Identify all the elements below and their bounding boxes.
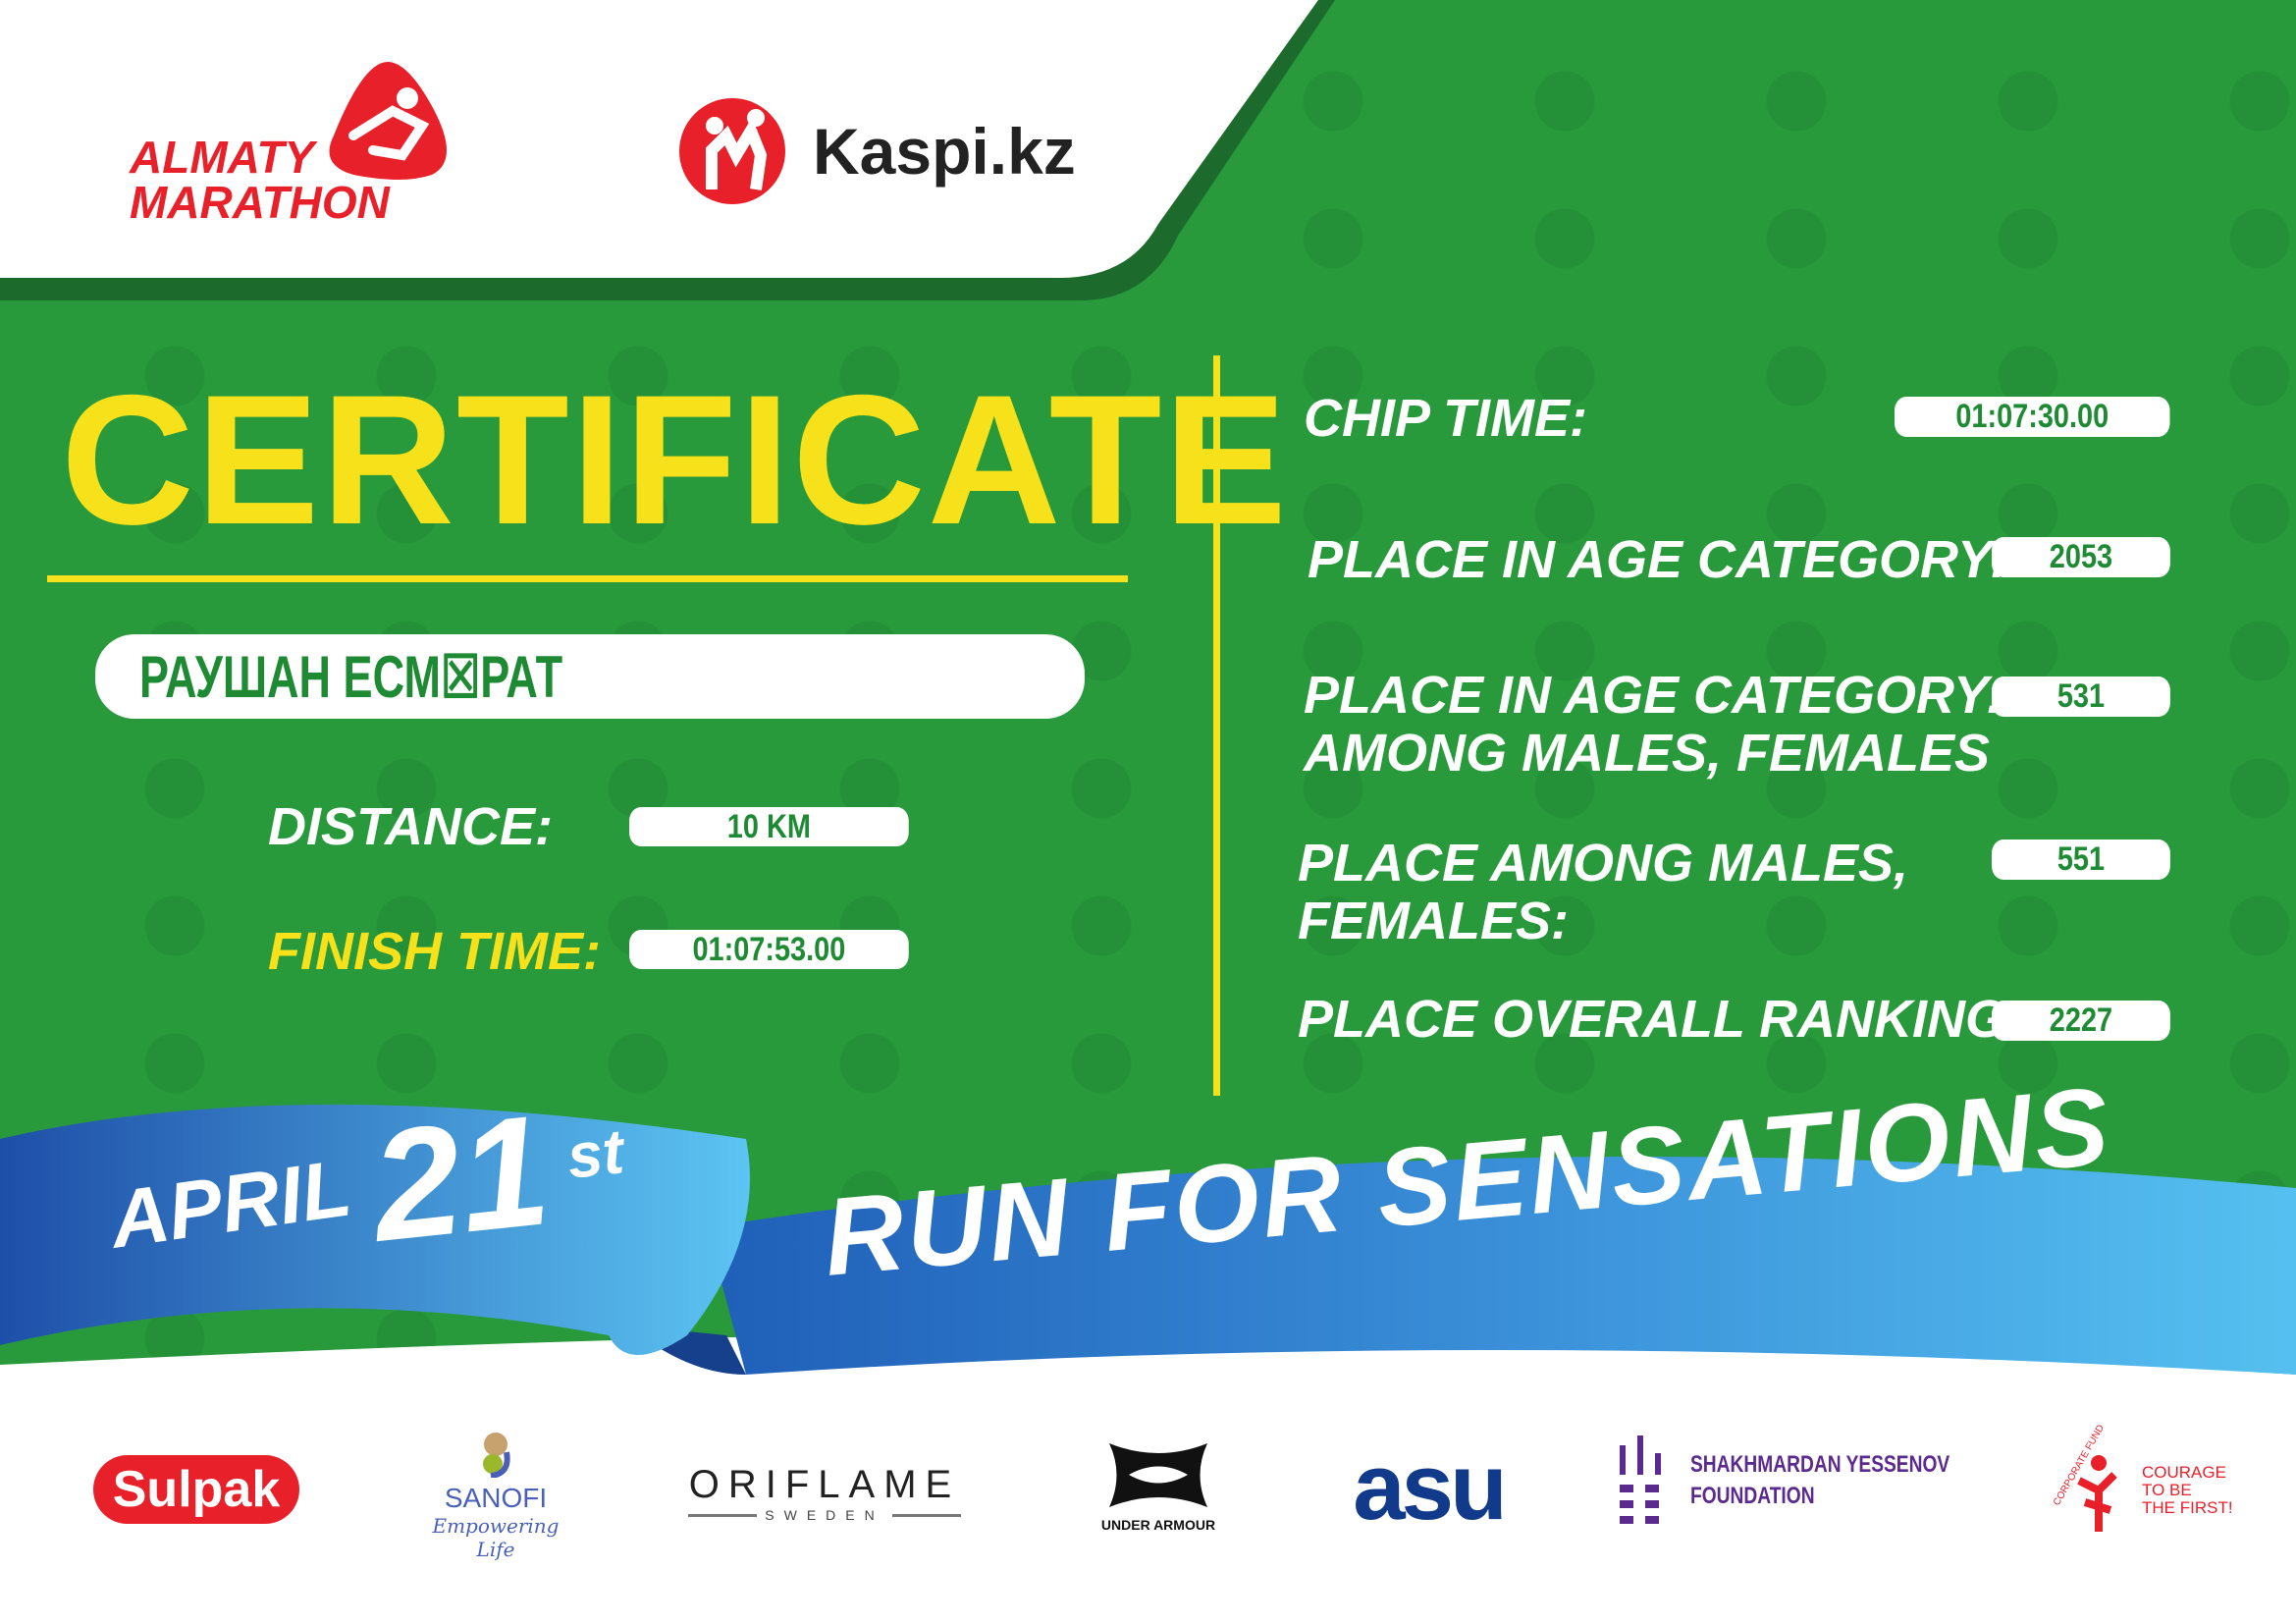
sanofi-icon [483,1433,510,1479]
age-category-gender-label-line2: AMONG MALES, FEMALES [1304,724,1990,783]
yessenov-line1: SHAKHMARDAN YESSENOV [1690,1451,1950,1478]
oriflame-logo: ORIFLAME SWEDEN [687,1463,962,1523]
under-armour-logo: UNDER ARMOUR [1070,1438,1247,1533]
under-armour-name: UNDER ARMOUR [1100,1517,1216,1533]
chip-time-value: 01:07:30.00 [1955,398,2109,435]
courage-line1: COURAGE [2142,1462,2226,1482]
distance-value: 10 KM [726,807,811,845]
certificate-title: CERTIFICATE [61,356,1289,563]
kaspi-icon [679,98,785,204]
runner-icon [329,62,447,180]
ribbon-day: 21 [364,1081,557,1274]
age-category-gender-value: 531 [2056,677,2106,715]
chip-time-label: CHIP TIME: [1304,389,1587,448]
yessenov-logo: SHAKHMARDAN YESSENOV FOUNDATION [1618,1435,2014,1526]
oriflame-sub: SWEDEN [765,1507,884,1523]
logo-line2: MARATHON [130,177,390,228]
overall-value-box: 2227 [1992,1001,2170,1041]
kaspi-wordmark: Kaspi.kz [813,115,1076,188]
courage-runner-icon [2077,1455,2117,1532]
age-category-value-box: 2053 [1992,537,2170,577]
age-category-label: PLACE IN AGE CATEGORY: [1308,530,2008,589]
age-category-value: 2053 [2049,538,2113,575]
courage-line3: THE FIRST! [2142,1497,2233,1517]
yessenov-line2: FOUNDATION [1690,1483,1815,1509]
title-underline [47,575,1128,582]
chip-time-value-box: 01:07:30.00 [1895,397,2170,437]
finish-time-label: FINISH TIME: [268,922,601,981]
oriflame-name: ORIFLAME [688,1463,961,1506]
asu-logo: asu [1353,1435,1507,1540]
logo-line1: ALMATY [130,132,315,183]
finish-time-value-box: 01:07:53.00 [629,930,909,969]
overall-label: PLACE OVERALL RANKING: [1298,990,2025,1049]
courage-line2: TO BE [2142,1480,2192,1499]
finish-time-value: 01:07:53.00 [692,930,846,968]
gender-place-value-box: 551 [1992,839,2170,880]
overall-value: 2227 [2049,1001,2113,1039]
age-category-gender-label-line1: PLACE IN AGE CATEGORY: [1304,666,2004,725]
vertical-divider [1213,355,1220,1096]
distance-label: DISTANCE: [268,797,553,856]
yessenov-icon [1620,1435,1661,1524]
sulpak-logo: Sulpak [93,1455,299,1524]
gender-place-label-line1: PLACE AMONG MALES, [1298,834,1909,893]
sanofi-name: SANOFI [444,1483,548,1513]
gender-place-value: 551 [2056,840,2106,878]
under-armour-icon [1109,1443,1207,1507]
sanofi-logo: SANOFI Empowering Life [412,1429,579,1561]
courage-fund-logo: CORPORATE FUND COURAGE TO BE THE FIRST! [2052,1423,2233,1537]
participant-name-field: РАУШАН ЕСМ☒РАТ [95,634,1085,719]
distance-value-box: 10 KM [629,807,909,846]
kaspi-logo: Kaspi.kz [677,96,1076,206]
gender-place-label-line2: FEMALES: [1298,892,1569,950]
header-panel [0,0,1335,300]
sanofi-tagline: Empowering Life [432,1514,560,1561]
participant-name: РАУШАН ЕСМ☒РАТ [139,644,563,710]
almaty-marathon-logo: ALMATY MARATHON [128,57,461,234]
age-category-gender-value-box: 531 [1992,677,2170,717]
ribbon-day-suffix: st [563,1115,627,1192]
